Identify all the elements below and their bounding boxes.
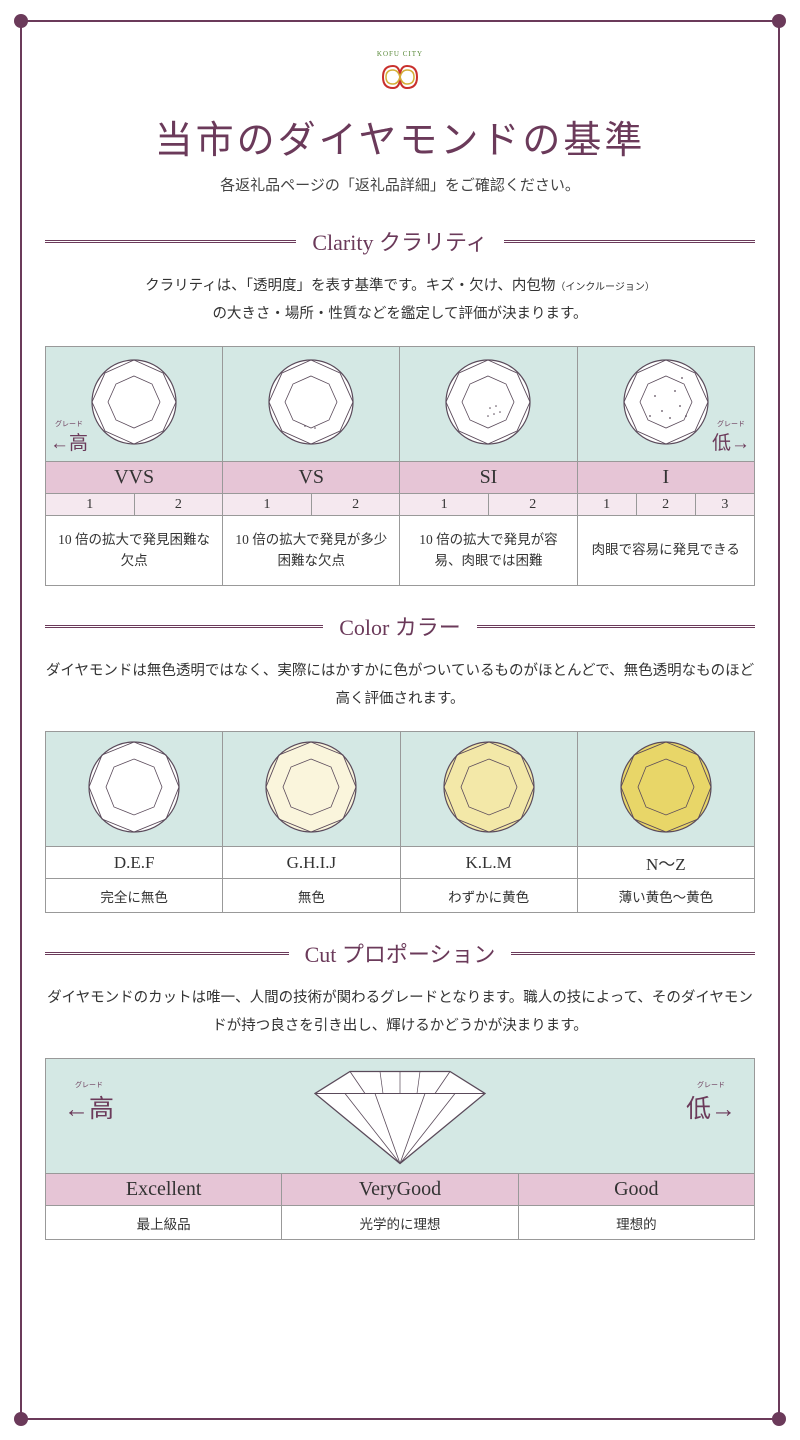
diamond-icon bbox=[442, 356, 534, 448]
diamond-icon bbox=[88, 356, 180, 448]
diamond-icon bbox=[616, 737, 716, 837]
diamond-icon bbox=[261, 737, 361, 837]
diamond-icon bbox=[620, 356, 712, 448]
diamond-side-icon bbox=[305, 1064, 495, 1169]
diamond-icon bbox=[265, 356, 357, 448]
diamond-icon bbox=[84, 737, 184, 837]
diamond-icon bbox=[439, 737, 539, 837]
